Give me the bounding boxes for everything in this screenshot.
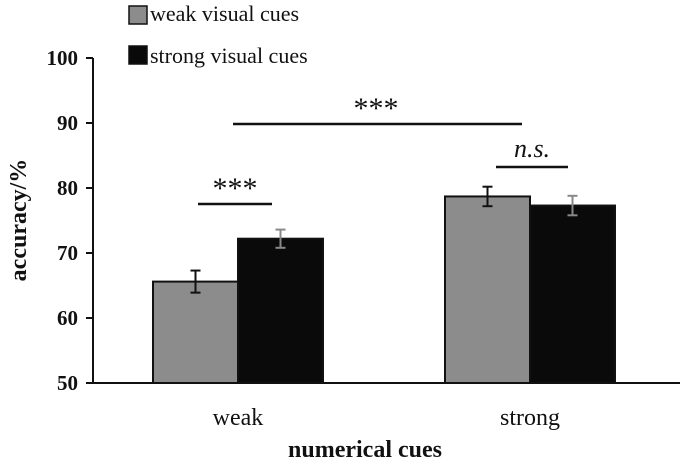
bar-strong-visual-strong <box>529 204 616 384</box>
error-bar-weak-visual-strong <box>482 185 493 208</box>
bar-weak-visual-weak <box>152 280 239 385</box>
y-axis-title: accuracy/% <box>6 159 32 282</box>
legend-item-strong-visual-cues: strong visual cues <box>128 43 308 68</box>
error-bar-weak-visual-weak <box>190 269 201 294</box>
legend-swatch-strong <box>128 45 148 65</box>
legend-swatch-weak <box>128 5 148 25</box>
bars <box>152 195 616 385</box>
y-tick-label-60: 60 <box>57 306 78 330</box>
sig-label-numerical: *** <box>354 92 399 125</box>
x-tick-label-strong: strong <box>500 405 560 431</box>
error-bar-strong-visual-weak <box>275 228 286 249</box>
legend-label-weak: weak visual cues <box>150 1 299 26</box>
y-axis-ticks: 50 60 70 80 90 100 <box>47 46 93 395</box>
error-bars <box>190 185 578 294</box>
y-tick-label-50: 50 <box>57 371 78 395</box>
sig-label-strong-pair: n.s. <box>514 134 550 163</box>
significance-annotations: *** *** n.s. <box>198 92 568 206</box>
legend-label-strong: strong visual cues <box>150 43 308 68</box>
legend: weak visual cues strong visual cues <box>128 1 308 68</box>
y-tick-label-90: 90 <box>57 111 78 135</box>
y-tick-label-70: 70 <box>57 241 78 265</box>
x-axis-labels: weak strong <box>213 405 560 431</box>
bar-strong-visual-weak <box>237 237 324 384</box>
y-tick-label-80: 80 <box>57 176 78 200</box>
y-tick-label-100: 100 <box>47 46 79 70</box>
legend-item-weak-visual-cues: weak visual cues <box>128 1 299 26</box>
bar-weak-visual-strong <box>444 195 531 384</box>
x-tick-label-weak: weak <box>213 405 264 431</box>
error-bar-strong-visual-strong <box>567 194 578 217</box>
sig-label-weak-pair: *** <box>213 172 258 205</box>
x-axis-title: numerical cues <box>288 437 442 461</box>
